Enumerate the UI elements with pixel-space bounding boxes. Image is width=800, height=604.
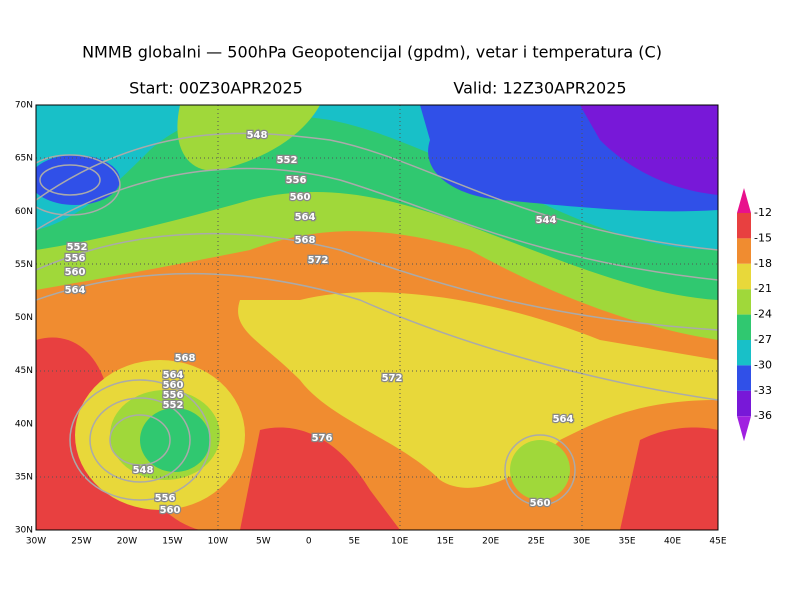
lat-label: 50N — [15, 313, 33, 323]
lon-label: 5E — [349, 537, 361, 547]
bg-violet — [580, 105, 718, 195]
colorbar-end — [737, 416, 751, 442]
colorbar-label: -24 — [754, 308, 772, 321]
colorbar-label: -30 — [754, 358, 772, 371]
lon-label: 15E — [437, 537, 454, 547]
colorbar-swatch — [737, 340, 751, 366]
contour-label: 548 — [247, 130, 268, 141]
contour-label: 564 — [295, 212, 316, 223]
contour-label: 568 — [295, 235, 316, 246]
lon-label: 35E — [618, 537, 635, 547]
lon-label: 25E — [528, 537, 545, 547]
bg-red-w — [36, 337, 200, 530]
contour-label: 552 — [67, 242, 88, 253]
graticule — [36, 105, 718, 530]
contour-label: 552 — [163, 400, 184, 411]
colorbar-label: -33 — [754, 384, 772, 397]
lat-label: 60N — [15, 207, 33, 217]
valid-time: Valid: 12Z30APR2025 — [453, 79, 626, 98]
contour-label: 556 — [286, 175, 307, 186]
contour-label: 560 — [163, 380, 184, 391]
contour-label: 572 — [308, 255, 329, 266]
lon-label: 20W — [117, 537, 137, 547]
colorbar-swatch — [737, 213, 751, 239]
lat-label: 70N — [15, 101, 33, 111]
colorbar-swatch — [737, 365, 751, 391]
colorbar-label: -27 — [754, 333, 772, 346]
lat-label: 65N — [15, 154, 33, 164]
lat-label: 45N — [15, 366, 33, 376]
lon-label: 30E — [573, 537, 590, 547]
contour-label: 556 — [163, 390, 184, 401]
contour-label: 568 — [175, 353, 196, 364]
contour-label: 560 — [530, 498, 551, 509]
lon-label: 10W — [208, 537, 228, 547]
labels: 30N 35N 40N 45N 50N 55N 60N 65N 70N 30W 25W 20W 15W 1… — [15, 101, 772, 547]
bg-lightgreen-n — [177, 105, 320, 171]
colorbar-swatch — [737, 289, 751, 315]
bg-red-se — [620, 427, 718, 530]
lon-label: 5W — [256, 537, 271, 547]
lon-label: 0 — [306, 537, 312, 547]
contour-label: 564 — [553, 414, 574, 425]
contour-label: 560 — [290, 192, 311, 203]
contour-label: 564 — [163, 370, 184, 381]
bg-yellow — [238, 292, 718, 488]
contour-label: 556 — [65, 253, 86, 264]
colorbar-swatch — [737, 263, 751, 290]
bg-red-s — [240, 427, 400, 530]
lat-label: 40N — [15, 419, 33, 429]
lon-label: 30W — [26, 537, 46, 547]
lat-label: 55N — [15, 260, 33, 270]
contour-label: 560 — [160, 505, 181, 516]
lon-label: 15W — [162, 537, 182, 547]
lon-label: 10E — [391, 537, 408, 547]
title: NMMB globalni — 500hPa Geopotencijal (gp… — [82, 43, 662, 62]
colorbar-label: -36 — [754, 409, 772, 422]
start-time: Start: 00Z30APR2025 — [129, 79, 303, 98]
lon-label: 40E — [664, 537, 681, 547]
lat-label: 30N — [15, 526, 33, 536]
contour-label: 544 — [536, 215, 557, 226]
low-se — [510, 440, 570, 500]
map-field — [36, 105, 718, 530]
contour-label: 556 — [155, 493, 176, 504]
lon-label: 45E — [709, 537, 726, 547]
lon-label: 20E — [482, 537, 499, 547]
colorbar-swatch — [737, 314, 751, 340]
contour-label: 572 — [382, 373, 403, 384]
low-sw-core — [140, 408, 210, 472]
map-frame — [35, 104, 719, 531]
colorbar-swatch — [737, 390, 751, 417]
contour-label: 576 — [312, 433, 333, 444]
colorbar-label: -18 — [754, 257, 772, 270]
low-nw — [36, 155, 120, 205]
colorbar-label: -15 — [754, 231, 772, 244]
colorbar-end — [737, 188, 751, 213]
colorbar-label: -21 — [754, 282, 772, 295]
lat-label: 35N — [15, 472, 33, 482]
colorbar-swatch — [737, 238, 751, 264]
lon-label: 25W — [71, 537, 91, 547]
contour-label: 552 — [277, 155, 298, 166]
contour-label: 564 — [65, 285, 86, 296]
contour-label: 548 — [133, 465, 154, 476]
colorbar-label: -12 — [754, 206, 772, 219]
contour-label: 560 — [65, 267, 86, 278]
contours — [36, 132, 718, 506]
